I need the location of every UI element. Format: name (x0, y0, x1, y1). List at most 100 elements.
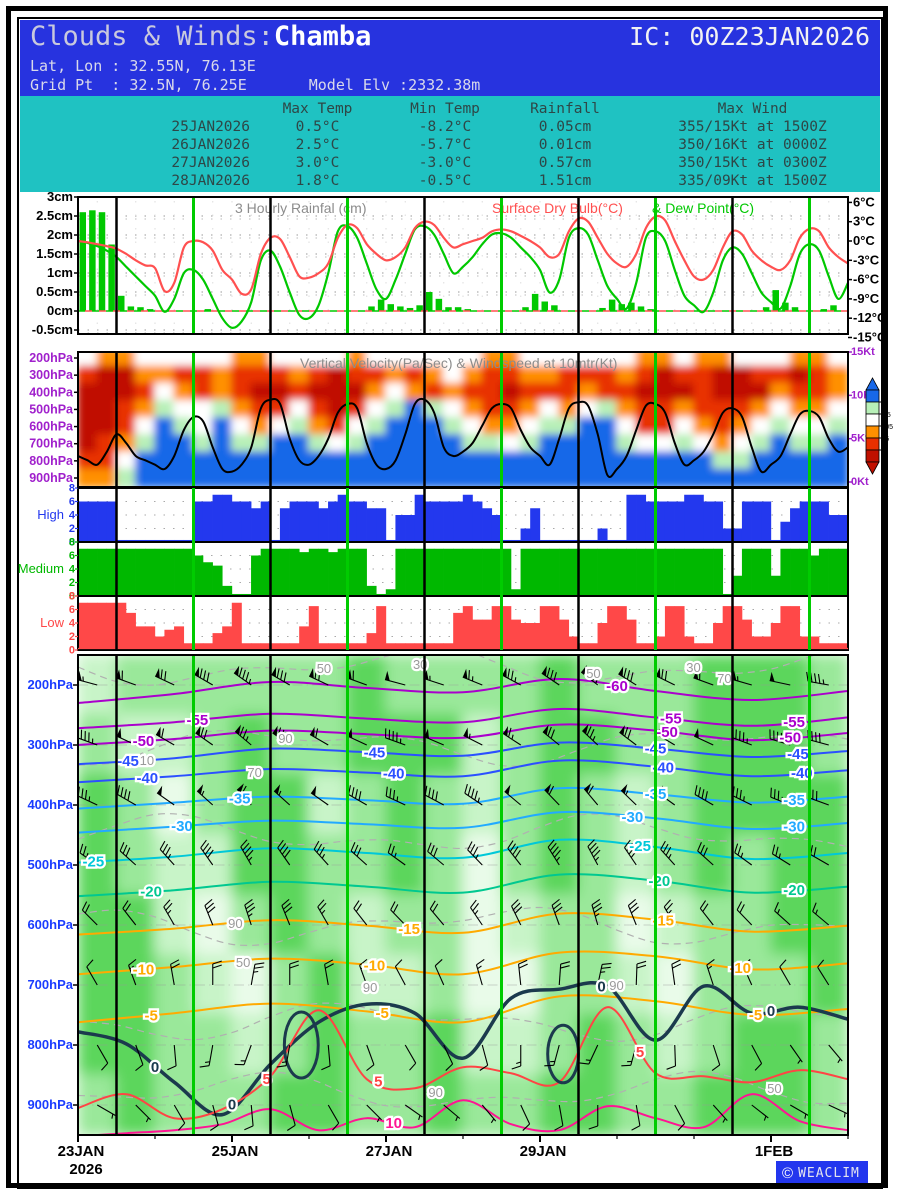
isotherm--55 (78, 707, 848, 730)
svg-text:600hPa: 600hPa (29, 420, 74, 434)
isotherm--5 (78, 994, 848, 1024)
svg-text:Low: Low (40, 615, 64, 630)
svg-text:27JAN: 27JAN (366, 1143, 413, 1160)
table-header-cell: Min Temp (410, 101, 480, 117)
isotherm--15 (78, 912, 848, 936)
table-cell: 350/15Kt at 0300Z (678, 155, 827, 171)
svg-text:0: 0 (597, 979, 605, 996)
svg-text:200hPa: 200hPa (29, 351, 74, 365)
svg-text:400hPa: 400hPa (27, 797, 73, 812)
svg-text:-15: -15 (398, 921, 420, 938)
svg-text:-9°C: -9°C (853, 291, 880, 306)
svg-text:-20: -20 (783, 882, 805, 899)
svg-text:Medium: Medium (18, 561, 64, 576)
table-cell: 28JAN2026 (171, 173, 250, 189)
svg-text:-10: -10 (364, 957, 386, 974)
svg-text:-.5: -.5 (881, 436, 889, 443)
svg-text:4: 4 (69, 510, 76, 522)
title-station: Chamba (273, 21, 372, 52)
svg-text:25JAN: 25JAN (212, 1143, 259, 1160)
low-cloud-bars (77, 602, 849, 650)
svg-text:0.5cm: 0.5cm (36, 284, 73, 299)
table-cell: 335/09Kt at 1500Z (678, 173, 827, 189)
svg-text:-1: -1 (881, 448, 887, 455)
svg-text:-50: -50 (133, 733, 155, 750)
svg-text:400hPa: 400hPa (29, 385, 74, 399)
table-cell: 0.01cm (538, 137, 592, 153)
table-cell: 27JAN2026 (171, 155, 250, 171)
svg-text:0: 0 (69, 591, 75, 603)
svg-text:-6°C: -6°C (853, 272, 880, 287)
svg-text:-5: -5 (749, 1007, 762, 1024)
svg-text:-25: -25 (629, 838, 651, 855)
table-cell: -5.7°C (418, 137, 472, 153)
high-cloud-bars (77, 494, 849, 542)
svg-text:5: 5 (374, 1073, 382, 1090)
omega-colorbar: .5 .05 -.05 -.5 -1 (865, 377, 893, 475)
svg-text:6: 6 (69, 496, 75, 508)
svg-text:8: 8 (69, 483, 75, 495)
svg-text:.5: .5 (881, 400, 887, 407)
svg-text:-15°C: -15°C (853, 329, 887, 344)
isotherm--45 (78, 741, 848, 766)
model-elv: Model Elv :2332.38m (308, 76, 481, 94)
svg-text:90: 90 (609, 978, 623, 993)
svg-text:0: 0 (69, 645, 75, 657)
isotherm--60 (78, 677, 848, 704)
table-header-cell (20, 100, 250, 118)
svg-text:-5: -5 (144, 1007, 157, 1024)
panel-frame (77, 196, 849, 335)
vertical-velocity-panel: Vertical Velocity(Pa/Sec) & Windspeed at… (29, 346, 875, 488)
svg-text:-55: -55 (187, 712, 209, 729)
svg-text:3°C: 3°C (853, 214, 875, 229)
svg-text:90: 90 (363, 980, 377, 995)
table-cell: 0.5°C (295, 119, 340, 135)
table-header-cell: Max Temp (282, 101, 353, 117)
svg-text:-.05: -.05 (881, 424, 893, 431)
svg-text:8: 8 (69, 537, 75, 549)
svg-text:2: 2 (69, 631, 75, 643)
svg-text:900hPa: 900hPa (29, 471, 74, 485)
svg-text:70: 70 (247, 765, 261, 780)
table-cell: 1.51cm (538, 173, 592, 189)
table-header-cell: Max Wind (717, 101, 788, 117)
svg-text:8: 8 (69, 591, 75, 603)
gridpt-value: Grid Pt : 32.5N, 76.25E (30, 76, 247, 94)
isotherm--25 (78, 838, 848, 864)
svg-text:-3°C: -3°C (853, 252, 880, 267)
isotherm-10 (81, 1093, 848, 1135)
svg-text:-40: -40 (383, 766, 405, 783)
svg-text:1FEB: 1FEB (755, 1143, 794, 1160)
svg-text:2026: 2026 (69, 1161, 102, 1178)
svg-text:90: 90 (278, 731, 292, 746)
vv-axes: 200hPa 300hPa 400hPa 500hPa 600hPa 700hPa 800h… (29, 346, 875, 488)
rain-panel-titles: 3 Hourly Rainfal (cm) Surface Dry Bulb(°C… (235, 200, 754, 216)
svg-text:-45: -45 (117, 753, 139, 770)
table-cell: 0.57cm (538, 155, 592, 171)
svg-text:-60: -60 (606, 678, 628, 695)
svg-text:50: 50 (767, 1081, 781, 1096)
inner-frame (17, 17, 883, 1189)
rain-axes: 3cm 2.5cm 2cm 1.5cm 1cm 0.5cm 0cm -0.5cm 6°C 3°C 0… (32, 189, 887, 344)
isotherm--30 (78, 810, 848, 834)
dry-bulb-line (78, 214, 848, 296)
svg-text:& Dew Point(°C): & Dew Point(°C) (652, 200, 754, 216)
svg-text:0: 0 (151, 1059, 159, 1076)
svg-text:500hPa: 500hPa (27, 857, 73, 872)
svg-text:29JAN: 29JAN (520, 1143, 567, 1160)
table-header-cell: Rainfall (530, 101, 600, 117)
isotherm--40 (78, 759, 848, 784)
svg-text:-30: -30 (783, 818, 805, 835)
svg-text:.05: .05 (881, 412, 891, 419)
pressure-gridlines (78, 684, 848, 1106)
svg-text:200hPa: 200hPa (27, 677, 73, 692)
table-cell: 0.05cm (538, 119, 592, 135)
isotherm-5 (78, 1006, 848, 1120)
svg-text:-30: -30 (622, 809, 644, 826)
svg-text:0: 0 (69, 537, 75, 549)
svg-text:15Kt: 15Kt (851, 346, 875, 358)
svg-text:4: 4 (69, 618, 76, 630)
rain-bars (79, 210, 837, 311)
